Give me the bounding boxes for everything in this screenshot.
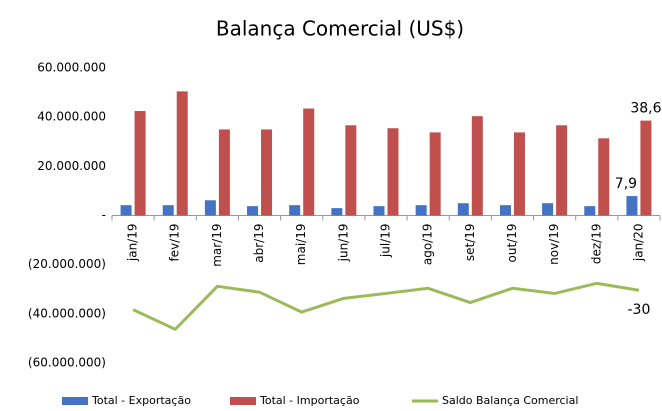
y-tick-label: 40.000.000 [37,110,106,124]
bar [471,116,483,216]
x-tick-label: abr/19 [252,224,266,263]
bar [429,132,441,216]
x-tick-label: jun/19 [336,224,350,263]
bar [345,125,357,216]
bar [218,129,230,216]
bar [331,208,343,216]
data-label: 38,6 [630,101,661,117]
x-tick-label: ago/19 [421,224,435,266]
bar [387,128,399,216]
x-tick-label: nov/19 [547,224,561,265]
bar [176,91,188,216]
legend-label: Total - Exportação [91,394,191,407]
bar [626,196,638,216]
bar [162,205,174,216]
data-label: -30 [627,302,650,318]
x-tick-label: jan/19 [126,224,140,263]
legend-label: Saldo Balança Comercial [442,394,578,407]
legend-label: Total - Importação [259,394,360,407]
bar [303,108,315,216]
bar [556,125,568,216]
x-tick-label: fev/19 [168,224,182,262]
y-tick-label: 20.000.000 [37,159,106,173]
bar [640,120,652,216]
y-tick-label: 60.000.000 [37,61,106,75]
data-label: 7,9 [615,176,637,192]
bar [542,203,554,216]
bar [289,205,301,216]
y-tick-label: (20.000.000) [28,257,106,271]
bar [134,111,146,216]
legend-swatch [230,397,256,405]
bar [598,138,610,216]
x-tick-label: mai/19 [294,224,308,266]
bar [204,200,216,216]
x-tick-label: jan/20 [631,224,645,263]
bar [120,205,132,216]
y-tick-label: - [102,208,106,222]
bar [513,132,525,216]
legend-swatch [62,397,88,405]
x-tick-label: mar/19 [210,224,224,267]
bar [499,205,511,216]
x-tick-label: out/19 [505,224,519,263]
line [132,281,640,331]
bar [457,203,469,216]
x-tick-label: dez/19 [589,224,603,265]
bar [261,129,273,216]
bar [584,206,596,216]
chart-title: Balança Comercial (US$) [216,17,464,41]
bar [373,206,385,216]
x-tick-label: jul/19 [379,224,393,259]
bar [415,205,427,216]
y-tick-label: (40.000.000) [28,306,106,320]
y-tick-label: (60.000.000) [28,356,106,370]
x-tick-label: set/19 [463,224,477,262]
bar [247,206,259,216]
